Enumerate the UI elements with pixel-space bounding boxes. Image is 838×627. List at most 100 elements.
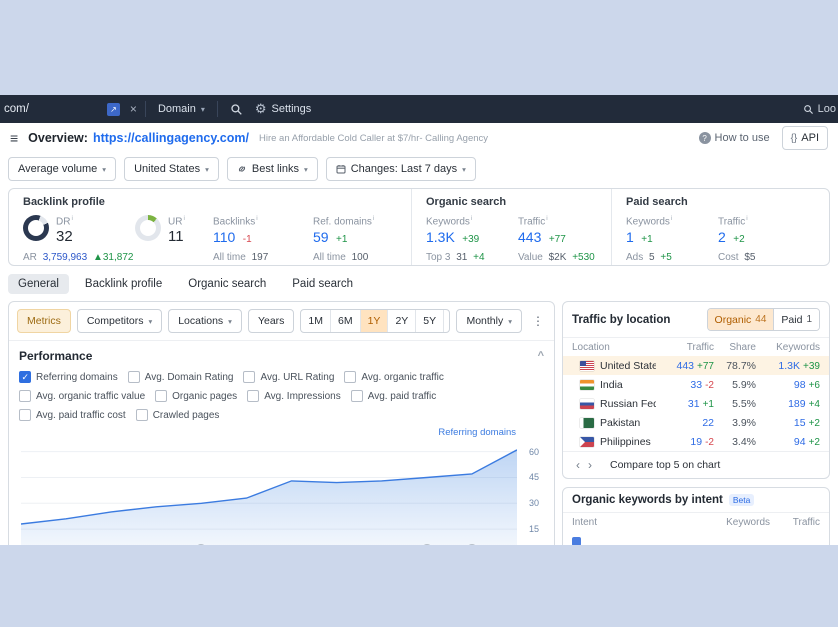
share-value: 5.9%: [732, 378, 756, 391]
metric-checkbox-avg-domain-rating[interactable]: Avg. Domain Rating: [127, 371, 233, 383]
metric-checkbox-avg-organic-traffic[interactable]: Avg. organic traffic: [344, 371, 444, 383]
location-row-russian-federation[interactable]: Russian Federation31+15.5%189+4: [563, 394, 829, 413]
flag-icon-pk: [580, 417, 594, 428]
performance-chart[interactable]: [21, 443, 517, 545]
how-to-use-link[interactable]: ? How to use: [698, 132, 770, 144]
page-title-tagline: Hire an Affordable Cold Caller at $7/hr-…: [259, 132, 489, 144]
y-axis-label: 30: [528, 498, 539, 509]
metric-checkbox-avg-organic-traffic-value[interactable]: Avg. organic traffic value: [19, 390, 145, 402]
menu-icon[interactable]: ≡: [10, 130, 19, 146]
metric-checkbox-referring-domains[interactable]: Referring domains: [19, 371, 118, 383]
kebab-menu-icon[interactable]: ⋮: [532, 314, 544, 328]
traffic-value[interactable]: 443: [676, 359, 695, 372]
ref-domains-value[interactable]: 59: [313, 229, 329, 246]
period-6m[interactable]: 6M: [330, 310, 360, 332]
column-header-keywords[interactable]: Keywords: [776, 341, 820, 353]
google-update-marker[interactable]: 6: [195, 544, 207, 545]
chevron-down-icon: ▾: [462, 164, 466, 174]
location-name: Russian Federation: [600, 397, 656, 410]
location-row-pakistan[interactable]: Pakistan 22 3.9% 15 +2: [563, 413, 829, 432]
collapse-icon[interactable]: ^: [537, 350, 544, 362]
domain-mode-button[interactable]: Domain ▾: [154, 95, 209, 123]
open-external-icon[interactable]: ↗: [106, 102, 120, 116]
metric-checkbox-avg-url-rating[interactable]: Avg. URL Rating: [243, 371, 334, 383]
backlinks-value[interactable]: 110: [213, 229, 236, 246]
filter-button-average-volume[interactable]: Average volume ▾: [8, 157, 117, 181]
metrics-button[interactable]: Metrics: [17, 309, 71, 333]
granularity-button[interactable]: Monthly ▾: [456, 309, 522, 333]
flag-icon-ph: [580, 436, 594, 447]
checkbox-label: Organic pages: [172, 390, 238, 402]
organic-toggle-button[interactable]: Organic 44: [707, 309, 774, 330]
keywords-value[interactable]: 1.3K: [778, 359, 801, 372]
paid-keywords-value[interactable]: 1: [626, 229, 634, 246]
traffic-value[interactable]: 19: [690, 435, 703, 448]
ar-value[interactable]: 3,759,963: [42, 252, 88, 264]
google-update-marker[interactable]: 6: [421, 544, 433, 545]
search-button[interactable]: [226, 103, 247, 116]
filter-button-changes-last-7-days[interactable]: Changes: Last 7 days ▾: [325, 157, 476, 181]
metric-checkbox-organic-pages[interactable]: Organic pages: [155, 390, 237, 402]
intent-row-partial[interactable]: [563, 531, 829, 545]
traffic-value[interactable]: 31: [687, 397, 700, 410]
target-url-link[interactable]: https://callingagency.com/: [92, 131, 249, 145]
location-row-india[interactable]: India 33 -2 5.9% 98 +6: [563, 375, 829, 394]
tab-backlink-profile[interactable]: Backlink profile: [84, 278, 163, 290]
metric-checkbox-avg-paid-traffic[interactable]: Avg. paid traffic: [350, 390, 436, 402]
location-row-philippines[interactable]: Philippines 19 -2 3.4% 94 +2: [563, 432, 829, 451]
api-button[interactable]: {} API: [781, 126, 828, 150]
paid-toggle-button[interactable]: Paid 1: [773, 309, 819, 330]
paid-traffic-value[interactable]: 2: [718, 229, 726, 246]
traffic-value[interactable]: 22: [702, 416, 714, 429]
metric-checkbox-crawled-pages[interactable]: Crawled pages: [135, 409, 219, 421]
traffic-delta: -2: [705, 379, 714, 391]
organic-traffic-value[interactable]: 443: [518, 229, 542, 246]
clear-input-icon[interactable]: ×: [129, 102, 137, 116]
chart-legend[interactable]: Referring domains: [438, 427, 516, 438]
keywords-value[interactable]: 94: [793, 435, 806, 448]
organic-traffic-delta: +77: [548, 234, 566, 246]
filter-button-best-links[interactable]: Best links ▾: [226, 157, 318, 181]
column-header-intent[interactable]: Intent: [572, 516, 598, 528]
settings-label: Settings: [271, 103, 312, 115]
google-update-marker[interactable]: 2: [466, 544, 478, 545]
settings-button[interactable]: ⚙ Settings: [255, 101, 311, 117]
url-input-tail[interactable]: com/: [4, 103, 29, 115]
metric-checkbox-avg-paid-traffic-cost[interactable]: Avg. paid traffic cost: [19, 409, 126, 421]
competitors-button[interactable]: Competitors ▾: [76, 309, 163, 333]
tab-paid-search[interactable]: Paid search: [292, 278, 353, 290]
column-header-keywords[interactable]: Keywords: [726, 516, 770, 528]
how-to-use-label: How to use: [714, 132, 770, 144]
column-header-location[interactable]: Location: [572, 341, 610, 353]
keywords-value[interactable]: 15: [793, 416, 806, 429]
period-all[interactable]: All: [443, 310, 449, 332]
prev-page-icon[interactable]: ‹: [576, 458, 580, 472]
period-1y[interactable]: 1Y: [359, 310, 388, 332]
metric-checkbox-avg-impressions[interactable]: Avg. Impressions: [247, 390, 341, 402]
keywords-value[interactable]: 189: [788, 397, 806, 410]
lookup-button[interactable]: Loo: [803, 103, 838, 115]
filter-button-united-states[interactable]: United States ▾: [124, 157, 219, 181]
traffic-cell: 443 +77: [656, 359, 715, 372]
period-1m[interactable]: 1M: [308, 315, 323, 327]
period-2y[interactable]: 2Y: [387, 310, 415, 332]
organic-keywords-value[interactable]: 1.3K: [426, 229, 455, 246]
backlinks-alltime: All time 197: [213, 252, 269, 264]
tab-general[interactable]: General: [8, 274, 69, 294]
column-header-traffic[interactable]: Traffic: [792, 516, 820, 528]
beta-badge: Beta: [728, 494, 755, 506]
column-header-share[interactable]: Share: [729, 341, 756, 353]
keywords-value[interactable]: 98: [793, 378, 806, 391]
share-value: 5.5%: [732, 397, 756, 410]
tab-organic-search[interactable]: Organic search: [188, 278, 267, 290]
checkbox-icon: [247, 390, 260, 402]
period-5y[interactable]: 5Y: [415, 310, 443, 332]
locations-button[interactable]: Locations ▾: [168, 309, 242, 333]
traffic-value[interactable]: 33: [690, 378, 703, 391]
location-cell: United States: [572, 360, 656, 372]
years-button[interactable]: Years: [247, 309, 295, 333]
next-page-icon[interactable]: ›: [588, 458, 592, 472]
compare-top5-link[interactable]: Compare top 5 on chart: [610, 459, 721, 471]
column-header-traffic[interactable]: Traffic: [686, 341, 714, 353]
